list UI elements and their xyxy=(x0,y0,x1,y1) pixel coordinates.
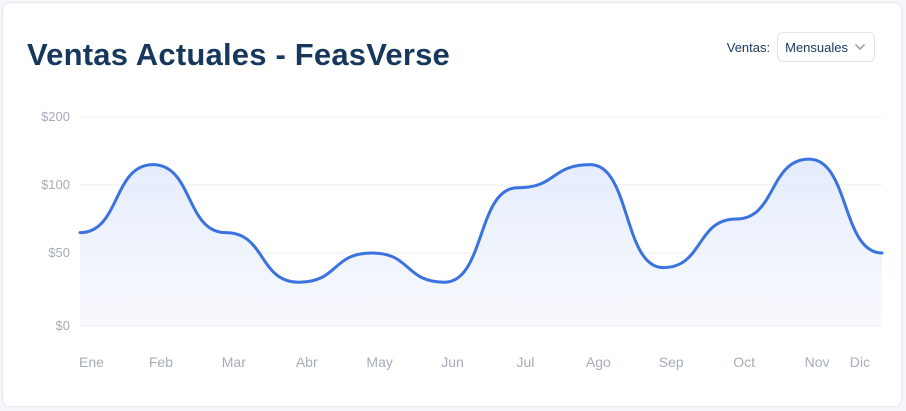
x-tick-label: Oct xyxy=(733,354,755,370)
x-tick-label: Jun xyxy=(441,354,464,370)
y-tick-label: $100 xyxy=(41,177,70,192)
x-tick-label: Feb xyxy=(149,354,173,370)
x-tick-label: Jul xyxy=(517,354,535,370)
x-tick-label: Abr xyxy=(296,354,318,370)
x-tick-label: Ene xyxy=(79,354,104,370)
x-tick-label: Mar xyxy=(222,354,246,370)
x-tick-label: Nov xyxy=(805,354,830,370)
y-tick-label: $50 xyxy=(48,245,70,260)
series-area xyxy=(80,159,882,326)
y-tick-label: $200 xyxy=(41,109,70,124)
y-tick-label: $0 xyxy=(56,318,70,333)
x-tick-label: May xyxy=(366,354,392,370)
x-tick-label: Sep xyxy=(659,354,684,370)
x-tick-label: Ago xyxy=(586,354,611,370)
x-tick-label: Dic xyxy=(850,354,870,370)
x-axis: Ene Feb Mar Abr May Jun Jul Ago Sep Oct Nov Dic xyxy=(79,354,870,370)
y-axis: $0 $50 $100 $200 xyxy=(41,109,70,333)
